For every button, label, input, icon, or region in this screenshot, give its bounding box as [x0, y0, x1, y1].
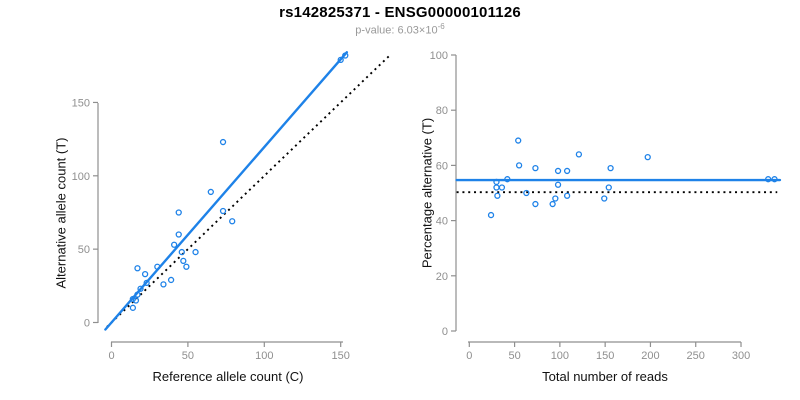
- data-point: [137, 285, 144, 292]
- x-tick-label: 250: [687, 350, 705, 362]
- data-point: [487, 211, 495, 219]
- x-tick-label: 100: [255, 350, 273, 362]
- data-point: [554, 181, 562, 188]
- data-point: [549, 200, 556, 208]
- data-point: [523, 189, 530, 197]
- data-point: [498, 184, 506, 191]
- data-point: [160, 281, 167, 288]
- x-tick-label: 150: [332, 350, 350, 362]
- data-point: [554, 167, 562, 175]
- data-point: [771, 176, 778, 183]
- x-tick-label: 100: [551, 350, 569, 362]
- pvalue-subtitle: p-value: 6.03×10-6: [0, 22, 800, 37]
- y-tick-label: 0: [442, 326, 448, 338]
- data-point: [129, 304, 137, 311]
- scatter-plot-percentage-reads: 0 50 100 150 200 250 300 0 20 40 60 80 100: [430, 50, 782, 362]
- x-tick-label: 0: [466, 350, 472, 362]
- data-point: [493, 184, 500, 191]
- data-point: [552, 195, 559, 202]
- pvalue-text: p-value: 6.03×10: [355, 24, 438, 37]
- data-point: [605, 184, 612, 191]
- data-point: [175, 209, 182, 216]
- data-point: [644, 153, 651, 161]
- data-point: [134, 265, 141, 272]
- y-tick-label: 60: [436, 160, 448, 172]
- data-point: [183, 263, 190, 270]
- x-tick-label: 50: [508, 350, 520, 362]
- data-point: [575, 151, 583, 158]
- y-tick-label: 40: [436, 216, 448, 228]
- data-point: [192, 248, 199, 256]
- x-tick-label: 50: [182, 350, 194, 362]
- pvalue-exponent: -6: [437, 22, 445, 31]
- data-point: [515, 137, 522, 144]
- data-point: [207, 188, 214, 196]
- data-point: [563, 167, 571, 175]
- data-point: [515, 162, 523, 169]
- data-point: [563, 192, 571, 199]
- y-tick-label: 100: [72, 171, 90, 183]
- data-point: [765, 176, 772, 183]
- data-point: [494, 192, 501, 199]
- x-tick-label: 150: [596, 350, 614, 362]
- reference-dotted-line: [106, 53, 392, 328]
- x-tick-label: 0: [108, 350, 114, 362]
- y-axis-label-left: Alternative allele count (T): [53, 137, 69, 289]
- data-point: [337, 56, 344, 64]
- data-point: [180, 257, 187, 265]
- data-point: [342, 52, 349, 59]
- fit-line: [104, 51, 349, 331]
- page-title: rs142825371 - ENSG00000101126: [279, 4, 521, 21]
- data-point: [229, 218, 236, 225]
- data-point: [532, 165, 539, 172]
- x-axis-label-right: Total number of reads: [542, 369, 668, 384]
- data-point: [141, 270, 149, 278]
- data-point: [154, 263, 161, 270]
- data-point: [532, 200, 539, 208]
- data-point: [504, 176, 511, 183]
- x-tick-label: 300: [732, 350, 750, 362]
- y-tick-label: 150: [72, 97, 90, 109]
- data-point: [175, 231, 182, 238]
- data-point: [170, 241, 178, 248]
- y-tick-label: 80: [436, 105, 448, 117]
- y-tick-label: 100: [430, 50, 448, 62]
- x-tick-label: 200: [641, 350, 659, 362]
- y-tick-label: 20: [436, 271, 448, 283]
- y-tick-label: 0: [84, 318, 90, 330]
- data-point: [601, 195, 608, 202]
- x-axis-label-left: Reference allele count (C): [152, 369, 304, 384]
- data-point: [219, 138, 227, 146]
- data-point: [607, 165, 614, 172]
- data-point: [134, 291, 141, 298]
- y-axis-label-right: Percentage alternative (T): [419, 117, 435, 269]
- data-point: [132, 297, 140, 304]
- data-point: [219, 207, 227, 215]
- data-point: [167, 276, 175, 284]
- data-point: [129, 295, 137, 303]
- data-point: [178, 248, 185, 256]
- y-tick-label: 50: [78, 244, 90, 256]
- scatter-plot-allele-counts: 0 50 100 150 0 50 100 150: [72, 51, 392, 362]
- data-point: [143, 279, 150, 287]
